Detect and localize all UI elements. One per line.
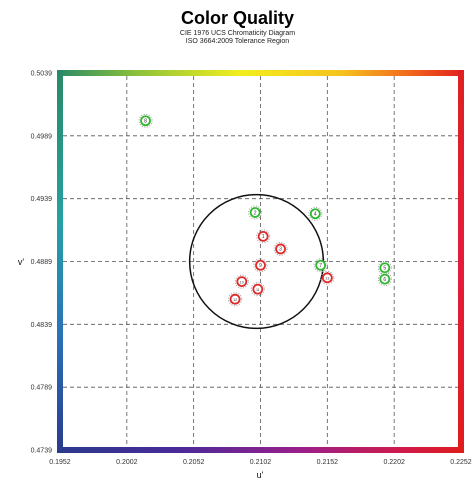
point-halo (320, 270, 335, 285)
sample-point: 11 (250, 282, 265, 297)
sample-point: 9 (253, 258, 268, 273)
point-label: 3 (279, 247, 282, 253)
point-label: 9 (259, 263, 262, 269)
point-marker (252, 283, 264, 295)
point-halo (253, 258, 268, 273)
point-label: 11 (256, 288, 260, 292)
y-tick-label: 0.4989 (31, 133, 53, 140)
y-tick-labels: 0.4739 0.4789 0.4839 0.4889 0.4939 0.4989 0.50… (31, 71, 53, 455)
point-label: 6 (383, 277, 386, 283)
point-label: 8 (144, 119, 147, 125)
chart-subtitle-1: CIE 1976 UCS Chromaticity Diagram (179, 30, 296, 37)
point-label: 4 (314, 212, 317, 218)
point-marker (255, 259, 266, 271)
x-tick-label: 0.2102 (250, 459, 272, 466)
sample-point: 6 (377, 272, 392, 287)
point-label: 5 (383, 266, 386, 272)
x-tick-label: 0.2002 (116, 459, 138, 466)
y-axis-label: v' (18, 257, 25, 267)
point-halo (250, 282, 265, 297)
x-axis-label: u' (257, 470, 264, 480)
point-halo (273, 241, 288, 256)
point-marker (321, 272, 333, 284)
point-label: 13 (325, 277, 329, 281)
sample-point: 1 (256, 229, 271, 244)
point-marker (249, 207, 261, 218)
point-label: 10 (240, 280, 244, 284)
point-marker (229, 293, 241, 305)
x-tick-labels: 0.1952 0.2002 0.2052 0.2102 0.2152 0.2202 0.22… (49, 459, 472, 466)
point-halo (308, 206, 323, 221)
point-halo (377, 272, 392, 287)
sample-point: 3 (273, 241, 288, 256)
sample-point: 10 (234, 274, 249, 289)
sample-point: 12 (228, 292, 243, 307)
plot-border-right (458, 70, 464, 453)
point-label: 1 (262, 234, 265, 240)
point-marker (140, 115, 151, 127)
sample-point: 5 (377, 260, 392, 275)
y-tick-label: 0.4839 (31, 322, 53, 329)
point-marker (315, 259, 327, 271)
sample-point: 2 (248, 205, 263, 220)
plot-border-top (57, 70, 464, 76)
plot-border-bottom (57, 447, 464, 453)
x-tick-label: 0.2202 (383, 459, 405, 466)
point-halo (234, 274, 249, 289)
x-tick-label: 0.1952 (49, 459, 71, 466)
point-marker (309, 208, 321, 220)
point-halo (313, 258, 328, 273)
point-marker (275, 243, 286, 255)
y-tick-label: 0.5039 (31, 71, 53, 78)
point-halo (248, 205, 263, 220)
point-marker (257, 230, 269, 242)
sample-point: 7 (313, 258, 328, 273)
point-halo (138, 113, 153, 128)
plot-border-left (57, 70, 63, 453)
point-marker (236, 276, 248, 288)
chart-title: Color Quality (180, 8, 294, 28)
sample-point: 8 (138, 113, 153, 128)
sample-point: 13 (320, 270, 335, 285)
y-tick-label: 0.4889 (31, 259, 53, 266)
point-halo (256, 229, 271, 244)
y-tick-label: 0.4739 (31, 448, 53, 455)
point-label: 7 (319, 263, 322, 269)
x-tick-label: 0.2052 (183, 459, 205, 466)
sample-point: 4 (308, 206, 323, 221)
chart-subtitle-2: ISO 3664:2009 Tolerance Region (185, 38, 290, 45)
point-halo (377, 260, 392, 275)
x-tick-label: 0.2152 (317, 459, 339, 466)
point-label: 12 (233, 298, 237, 302)
point-marker (379, 273, 391, 285)
point-halo (228, 292, 243, 307)
x-tick-label: 0.2252 (450, 459, 472, 466)
y-tick-label: 0.4789 (31, 385, 53, 392)
point-marker (379, 262, 391, 274)
point-label: 2 (254, 210, 257, 216)
y-tick-label: 0.4939 (31, 196, 53, 203)
